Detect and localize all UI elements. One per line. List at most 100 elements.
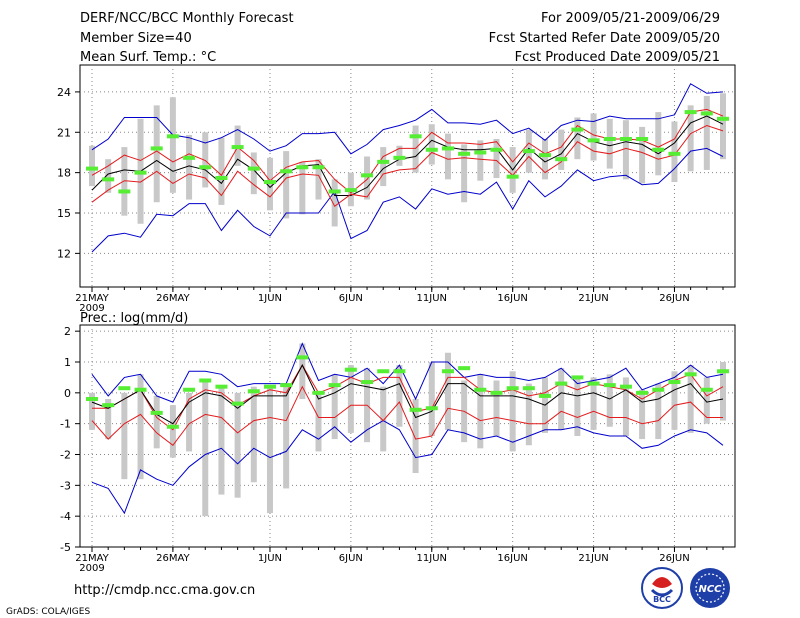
prec-observation-mark	[134, 387, 147, 392]
prec-range-bar	[347, 365, 354, 433]
temp-ytick-label: 18	[57, 167, 71, 180]
temp-observation-mark	[522, 149, 535, 154]
prec-range-bar	[105, 399, 112, 440]
prec-range-bar	[380, 386, 387, 452]
prec-observation-mark	[700, 387, 713, 392]
temperature-series	[91, 83, 724, 253]
prec-observation-mark	[458, 366, 471, 371]
prec-range-bar	[525, 383, 532, 446]
precipitation-panel: -5 -4 -3 -2 -1 0 1 2 21MAY 26MAY 1JUN 6JUN 11JUN 16JU…	[60, 324, 736, 574]
prec-observation-mark	[263, 384, 276, 389]
prec-observation-mark	[441, 369, 454, 374]
temp-range-bar	[153, 105, 160, 203]
prec-observation-mark	[247, 389, 260, 394]
temp-observation-mark	[102, 177, 115, 182]
prec-observation-mark	[603, 383, 616, 388]
prec-ytick-label: -3	[60, 479, 71, 492]
prec-xtick-label: 16JUN	[497, 553, 527, 564]
precipitation-series	[91, 342, 724, 515]
temp-observation-mark	[344, 188, 357, 193]
prec-year-label: 2009	[79, 563, 104, 574]
prec-ytick-label: 1	[64, 356, 71, 369]
temp-observation-mark	[409, 134, 422, 139]
prec-observation-mark	[86, 397, 98, 401]
prec-observation-mark	[652, 387, 665, 392]
bcc-logo: BCC	[641, 567, 683, 609]
temp-observation-mark	[86, 166, 98, 171]
prec-observation-mark	[393, 369, 406, 374]
prec-line-max	[91, 420, 724, 515]
prec-observation-mark	[668, 380, 681, 385]
temp-observation-mark	[425, 147, 438, 152]
prec-ytick-label: -1	[60, 418, 71, 431]
temp-range-bar	[703, 95, 710, 170]
temp-observation-mark	[118, 189, 131, 194]
prec-range-bar	[558, 368, 565, 430]
prec-range-bar	[720, 362, 726, 421]
temp-observation-mark	[377, 159, 390, 164]
temp-observation-mark	[393, 155, 406, 160]
temp-line-lower	[91, 124, 724, 208]
prec-observation-mark	[539, 393, 552, 398]
prec-observation-mark	[587, 381, 600, 386]
temperature-plot-frame	[79, 64, 736, 288]
temp-range-bar	[639, 126, 646, 184]
prec-range-bar	[186, 392, 193, 452]
bcc-logo-wave	[650, 588, 674, 597]
prec-observation-mark	[636, 390, 649, 395]
temp-ytick-label: 21	[57, 126, 71, 139]
grads-credit: GrADS: COLA/IGES	[6, 607, 90, 617]
temp-observation-mark	[506, 174, 519, 179]
temperature-range-bars	[89, 93, 726, 227]
temp-observation-mark	[668, 151, 681, 156]
precipitation-plot-frame	[79, 324, 736, 548]
temp-ytick-label: 15	[57, 207, 71, 220]
figure-title: DERF/NCC/BCC Monthly Forecast	[80, 11, 294, 26]
temp-range-bar	[477, 140, 484, 181]
bcc-logo-text: BCC	[653, 595, 671, 604]
temp-line-upper	[91, 108, 724, 194]
prec-observation-mark	[215, 384, 228, 389]
prec-observation-mark	[522, 386, 535, 391]
temp-ytick-label: 24	[57, 86, 71, 99]
prec-xtick-label: 21MAY	[75, 553, 109, 564]
prec-range-bar	[89, 392, 95, 430]
temp-observation-mark	[183, 155, 196, 160]
prec-observation-mark	[199, 378, 212, 383]
prec-range-bar	[315, 392, 322, 452]
prec-ytick-label: -5	[60, 541, 71, 554]
temp-ytick-label: 12	[57, 247, 71, 260]
temp-range-bar	[202, 132, 209, 188]
temperature-panel: 12 15 18 21 24 21MAY 26MAY 1JUN 6JUN 11JUN 16JUN 21…	[57, 64, 736, 314]
prec-range-bar	[703, 377, 710, 424]
prec-line-upper	[92, 364, 724, 431]
temp-observation-mark	[247, 166, 260, 171]
prec-observation-mark	[361, 380, 374, 385]
prec-range-bar	[655, 383, 662, 440]
ncc-logo: NCC	[690, 568, 730, 608]
temp-range-bar	[671, 121, 678, 183]
temp-range-bar	[590, 113, 597, 161]
prec-observation-mark	[717, 369, 729, 374]
prec-observation-mark	[619, 384, 632, 389]
precipitation-grid	[80, 325, 735, 547]
temp-observation-mark	[296, 165, 309, 170]
prec-range-bar	[266, 386, 273, 514]
prec-range-bar	[509, 371, 516, 452]
temp-range-bar	[169, 97, 176, 193]
prec-ytick-label: -2	[60, 449, 71, 462]
temp-xtick-label: 26JUN	[659, 293, 689, 304]
temp-range-bar	[121, 147, 128, 216]
temp-observation-mark	[555, 157, 568, 162]
prec-range-bar	[622, 377, 629, 436]
prec-observation-mark	[231, 401, 244, 406]
temp-observation-mark	[652, 147, 665, 152]
prec-range-bar	[428, 362, 435, 436]
precipitation-axes: -5 -4 -3 -2 -1 0 1 2 21MAY 26MAY 1JUN 6JUN 11JUN 16JU…	[60, 325, 724, 574]
temp-observation-mark	[603, 137, 616, 141]
temp-xtick-label: 16JUN	[497, 293, 527, 304]
prec-observation-mark	[684, 372, 697, 377]
prec-line-max_high	[91, 342, 724, 403]
temp-line-max	[91, 147, 724, 253]
